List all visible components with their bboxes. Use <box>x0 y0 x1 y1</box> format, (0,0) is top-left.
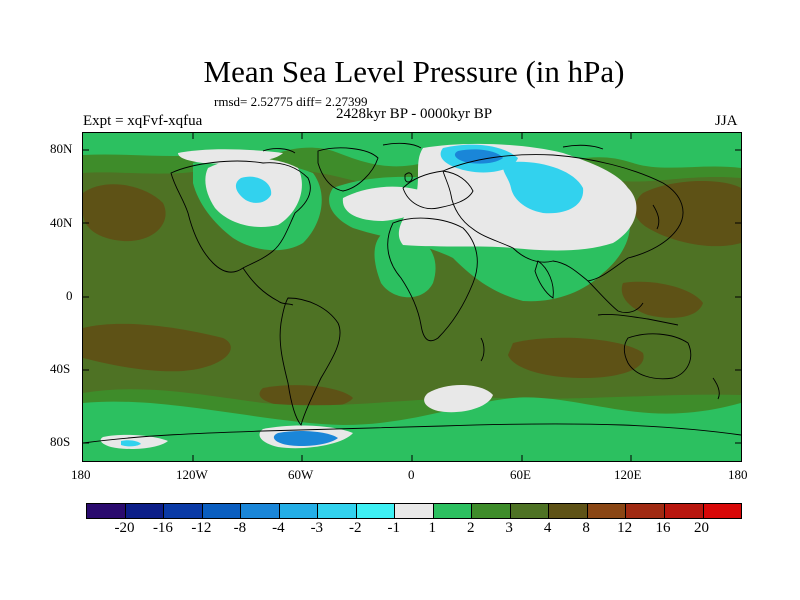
colorbar-swatch <box>202 504 242 518</box>
colorbar-swatch <box>241 504 280 518</box>
map-panel <box>82 132 742 462</box>
lon-ticks-bottom <box>192 455 632 461</box>
coastline-madagascar <box>480 337 485 362</box>
coastline-australia <box>623 333 692 380</box>
colorbar-swatch <box>279 504 319 518</box>
anomaly-region <box>259 385 353 409</box>
anomaly-region <box>634 181 741 247</box>
coastline-north-america <box>170 160 311 273</box>
coastline-south-america <box>279 297 341 426</box>
anomaly-region <box>508 337 644 378</box>
anomaly-region <box>83 397 741 461</box>
colorbar-label: -1 <box>387 520 401 536</box>
anomaly-region <box>83 323 231 372</box>
colorbar-label: 1 <box>428 520 436 536</box>
lat-label-80s: 80S <box>50 434 71 449</box>
coastline-asia <box>442 154 684 282</box>
anomaly-region <box>83 133 741 168</box>
colorbar <box>86 503 742 519</box>
colorbar-label: 12 <box>617 520 633 536</box>
coastline-central-america <box>242 267 294 306</box>
lat-label-equator: 0 <box>66 288 73 303</box>
lon-label-60e: 60E <box>510 467 531 482</box>
anomaly-region <box>273 430 338 446</box>
colorbar-swatch <box>395 504 434 518</box>
coastline-india <box>534 260 554 299</box>
anomaly-region <box>621 281 703 318</box>
colorbar-swatch <box>472 504 511 518</box>
coastline-antarctica <box>83 423 741 444</box>
anomaly-region <box>83 184 166 242</box>
coastline-uk <box>404 172 413 183</box>
colorbar-label: -12 <box>191 520 212 536</box>
colorbar-label: -20 <box>114 520 135 536</box>
coastlines <box>83 142 741 444</box>
colorbar-swatch <box>510 504 550 518</box>
lon-label-180e: 180 <box>728 467 748 482</box>
time-period-subtitle: 2428kyr BP - 0000kyr BP <box>335 106 493 122</box>
lon-label-0: 0 <box>408 467 415 482</box>
colorbar-swatch <box>587 504 627 518</box>
colorbar-label: -2 <box>349 520 362 536</box>
colorbar-swatch <box>703 504 742 518</box>
lat-ticks-right <box>735 149 741 444</box>
lat-label-40n: 40N <box>50 215 73 230</box>
lon-label-120e: 120E <box>614 467 642 482</box>
anomaly-region <box>374 232 436 298</box>
colorbar-swatch <box>87 504 126 518</box>
colorbar-label: 4 <box>543 520 552 536</box>
anomaly-region <box>424 384 493 413</box>
anomaly-region <box>121 440 141 447</box>
coastline-arctic-islands <box>262 142 604 154</box>
rmsd-diff-stats: rmsd= 2.52775 diff= 2.27399 <box>214 94 368 109</box>
anomaly-region <box>178 149 283 164</box>
colorbar-label: -8 <box>233 520 247 536</box>
season-label: JJA <box>715 113 738 129</box>
colorbar-label: 20 <box>694 520 710 536</box>
lon-label-180w: 180 <box>71 467 91 482</box>
coastline-indonesia <box>597 314 679 326</box>
coastline-africa <box>387 217 478 342</box>
colorbar-label: -3 <box>310 520 324 536</box>
coastline-southeast-asia <box>587 280 644 314</box>
colorbar-swatch <box>125 504 165 518</box>
colorbar-swatch <box>356 504 396 518</box>
colorbar-swatch <box>549 504 588 518</box>
negative-regions <box>121 144 584 447</box>
colorbar-label: -16 <box>152 520 173 536</box>
lon-label-60w: 60W <box>288 467 314 482</box>
colorbar-swatch <box>164 504 203 518</box>
colorbar-label: 8 <box>582 520 590 536</box>
lon-label-120w: 120W <box>176 467 208 482</box>
lat-ticks-left <box>83 149 89 444</box>
colorbar-swatch <box>664 504 704 518</box>
experiment-label: Expt = xqFvf-xqfua <box>83 113 203 129</box>
plot-title: Mean Sea Level Pressure (in hPa) <box>203 54 625 89</box>
colorbar-label: -4 <box>272 520 285 536</box>
anomaly-region <box>502 161 584 214</box>
anomaly-region <box>235 176 272 203</box>
lat-label-40s: 40S <box>50 361 71 376</box>
coastline-europe <box>402 170 474 210</box>
pressure-anomaly-map <box>83 133 741 461</box>
colorbar-label: 3 <box>505 520 513 536</box>
coastline-greenland <box>317 147 379 192</box>
anomaly-region <box>454 149 503 164</box>
lon-ticks-top <box>192 133 632 139</box>
colorbar-label: 2 <box>466 520 475 536</box>
axis-ticks <box>83 133 741 461</box>
colorbar-swatch <box>626 504 665 518</box>
colorbar-swatch <box>433 504 473 518</box>
colorbar-swatch <box>318 504 357 518</box>
coastline-japan <box>652 204 660 230</box>
colorbar-label: 16 <box>655 520 671 536</box>
coastline-new-zealand <box>712 377 720 400</box>
lat-label-80n: 80N <box>50 141 73 156</box>
